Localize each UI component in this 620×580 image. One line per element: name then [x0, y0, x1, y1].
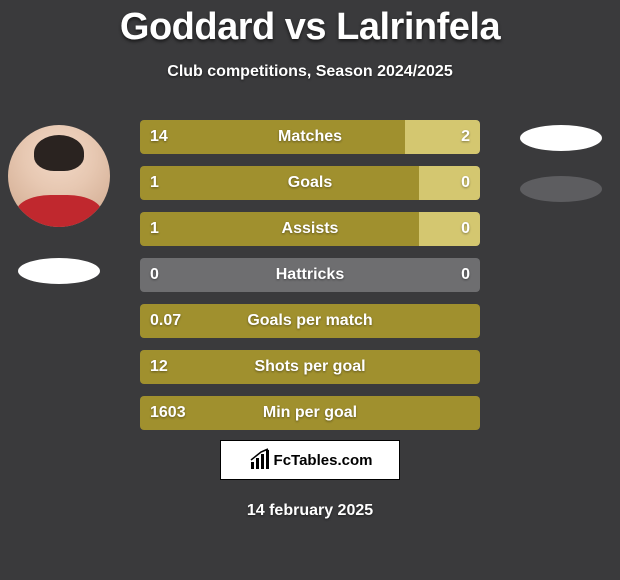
date-text: 14 february 2025 — [0, 502, 620, 520]
comparison-title: Goddard vs Lalrinfela — [0, 0, 620, 49]
player-left-badge — [18, 258, 100, 284]
stat-row: 00Hattricks — [140, 258, 480, 292]
player-left-name: Goddard — [120, 6, 275, 48]
stat-label: Assists — [140, 220, 480, 238]
chart-icon — [248, 448, 272, 472]
stat-row: 1603Min per goal — [140, 396, 480, 430]
player-left-avatar — [8, 125, 110, 227]
vs-text: vs — [285, 6, 326, 48]
brand-text: FcTables.com — [274, 452, 373, 469]
stats-table: 142Matches 10Goals 10Assists 00Hattricks 0.0… — [140, 120, 480, 442]
subtitle: Club competitions, Season 2024/2025 — [0, 63, 620, 81]
player-right-badge-1 — [520, 125, 602, 151]
stat-label: Matches — [140, 128, 480, 146]
player-right-name: Lalrinfela — [336, 6, 500, 48]
player-right-badge-2 — [520, 176, 602, 202]
stat-row: 10Goals — [140, 166, 480, 200]
stat-label: Hattricks — [140, 266, 480, 284]
stat-label: Shots per goal — [140, 358, 480, 376]
stat-row: 142Matches — [140, 120, 480, 154]
stat-row: 10Assists — [140, 212, 480, 246]
stat-row: 12Shots per goal — [140, 350, 480, 384]
stat-row: 0.07Goals per match — [140, 304, 480, 338]
stat-label: Goals — [140, 174, 480, 192]
stat-label: Min per goal — [140, 404, 480, 422]
brand-box[interactable]: FcTables.com — [220, 440, 400, 480]
stat-label: Goals per match — [140, 312, 480, 330]
